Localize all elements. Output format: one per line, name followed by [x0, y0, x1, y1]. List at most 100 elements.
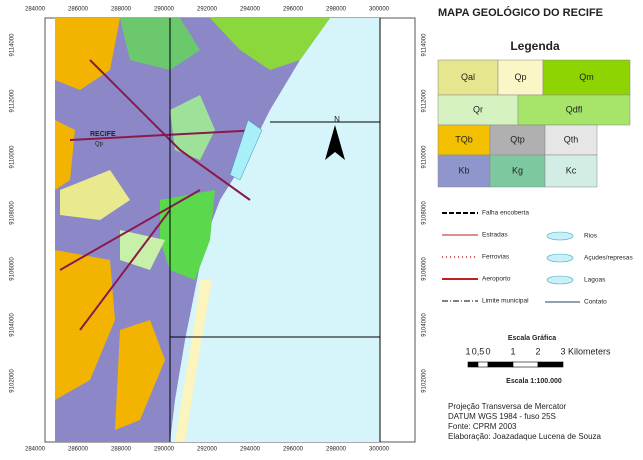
coord-bottom: 290000 — [154, 447, 175, 453]
coord-right: 9102000 — [422, 369, 428, 393]
legend-unit-label: Qr — [473, 104, 483, 114]
legend-title: Legenda — [510, 39, 560, 53]
legend-swatch — [497, 59, 544, 96]
coord-right: 9112000 — [422, 89, 428, 113]
legend-swatch — [517, 94, 631, 126]
coord-right: 9104000 — [422, 313, 428, 337]
coord-bottom: 288000 — [111, 447, 132, 453]
unit-qm — [160, 190, 215, 280]
scale-title: Escala Gráfica — [508, 335, 556, 342]
legend-swatch — [437, 59, 499, 96]
scale-number: 1 — [465, 346, 470, 356]
coord-top: 296000 — [283, 7, 304, 13]
legend-unit-label: Qp — [514, 72, 526, 82]
scale-number: 3 — [560, 346, 565, 356]
city-label: RECIFE — [90, 131, 116, 138]
legend-area — [546, 253, 574, 263]
legend-swatch — [489, 154, 546, 188]
legend-unit-label: Qal — [461, 72, 475, 82]
river-mouth — [229, 119, 263, 181]
legend-swatch — [437, 94, 519, 126]
legend-area-label: Açudes/represas — [584, 255, 634, 262]
scale-number: 0 — [485, 346, 490, 356]
footer-line: Fonte: CPRM 2003 — [448, 422, 517, 431]
coord-bottom: 284000 — [25, 447, 46, 453]
legend-line-label: Falha encoberta — [482, 210, 529, 217]
legend-units: Qal Qp Qm Qr Qdfl TQb Qtp Qth Kb Kg Kc — [437, 59, 631, 188]
legend-unit-label: Kg — [512, 165, 523, 175]
scale-segment — [477, 361, 489, 368]
scale-number: 2 — [535, 346, 540, 356]
north-label: N — [334, 115, 340, 124]
coord-top: 284000 — [25, 7, 46, 13]
legend-area — [546, 275, 574, 285]
scale-segment — [537, 361, 564, 368]
legend-line-label: Aeroporto — [482, 276, 511, 283]
legend-unit-label: Qm — [579, 72, 594, 82]
beach — [175, 280, 212, 442]
legend-lines: Falha encoberta Estradas Ferrovias Aeroport… — [442, 210, 634, 306]
coord-bottom: 298000 — [326, 447, 347, 453]
coord-right: 9110000 — [422, 145, 428, 169]
legend-swatch — [437, 154, 491, 188]
coord-left: 9106000 — [10, 257, 16, 281]
coord-top: 290000 — [154, 7, 175, 13]
unit-qdfl — [170, 95, 215, 160]
scale-segment — [487, 361, 514, 368]
legend-swatch — [437, 124, 491, 156]
scale-bar: 1 0,5 0 1 2 3 Kilometers — [465, 346, 611, 368]
legend-unit-label: Kb — [458, 165, 469, 175]
footer-line: Elaboração: Joazadaque Lucena de Souza — [448, 432, 602, 441]
legend-area-label: Rios — [584, 233, 598, 240]
scale-number: 0,5 — [472, 346, 485, 356]
legend-swatch — [542, 59, 631, 96]
unit-tqb — [55, 18, 120, 90]
footer-line: Projeção Transversa de Mercator — [448, 402, 567, 411]
coord-left: 9110000 — [10, 145, 16, 169]
scale-segment — [512, 361, 539, 368]
coord-right: 9114000 — [422, 33, 428, 57]
legend-line-label: Estradas — [482, 232, 508, 239]
coord-left: 9108000 — [10, 201, 16, 225]
city-unit: Qp — [95, 142, 104, 148]
legend-unit-label: Qtp — [510, 134, 525, 144]
legend-line-label: Ferrovias — [482, 254, 510, 261]
coord-bottom: 292000 — [197, 447, 218, 453]
legend-area-label: Contato — [584, 299, 607, 306]
coord-left: 9102000 — [10, 369, 16, 393]
coord-bottom: 294000 — [240, 447, 261, 453]
legend-unit-label: Qdfl — [566, 104, 583, 114]
coord-left: 9114000 — [10, 33, 16, 57]
coord-right: 9108000 — [422, 201, 428, 225]
coord-top: 294000 — [240, 7, 261, 13]
coord-left: 9112000 — [10, 89, 16, 113]
legend-area-label: Lagoas — [584, 277, 606, 284]
map-body — [55, 18, 380, 442]
coord-right: 9106000 — [422, 257, 428, 281]
roads — [59, 59, 261, 331]
coord-top: 292000 — [197, 7, 218, 13]
coord-top: 288000 — [111, 7, 132, 13]
north-arrow — [325, 125, 345, 160]
legend-swatch — [544, 154, 598, 188]
unit-tqb — [55, 120, 75, 190]
coord-bottom: 296000 — [283, 447, 304, 453]
scale-number: 1 — [510, 346, 515, 356]
coord-top: 286000 — [68, 7, 89, 13]
coord-bottom: 300000 — [369, 447, 390, 453]
unit-qm — [210, 18, 330, 70]
legend-line-label: Limite municipal — [482, 298, 529, 305]
unit-tqb — [115, 320, 165, 430]
unit-qal — [60, 170, 130, 220]
legend-area — [546, 231, 574, 241]
footer-line: DATUM WGS 1984 - fuso 25S — [448, 412, 556, 421]
map-title: MAPA GEOLÓGICO DO RECIFE — [438, 6, 603, 19]
legend-swatch — [544, 124, 598, 156]
coord-top: 300000 — [369, 7, 390, 13]
legend-swatch — [489, 124, 546, 156]
unit-qdfl — [120, 18, 200, 70]
coord-top: 298000 — [326, 7, 347, 13]
coord-left: 9104000 — [10, 313, 16, 337]
